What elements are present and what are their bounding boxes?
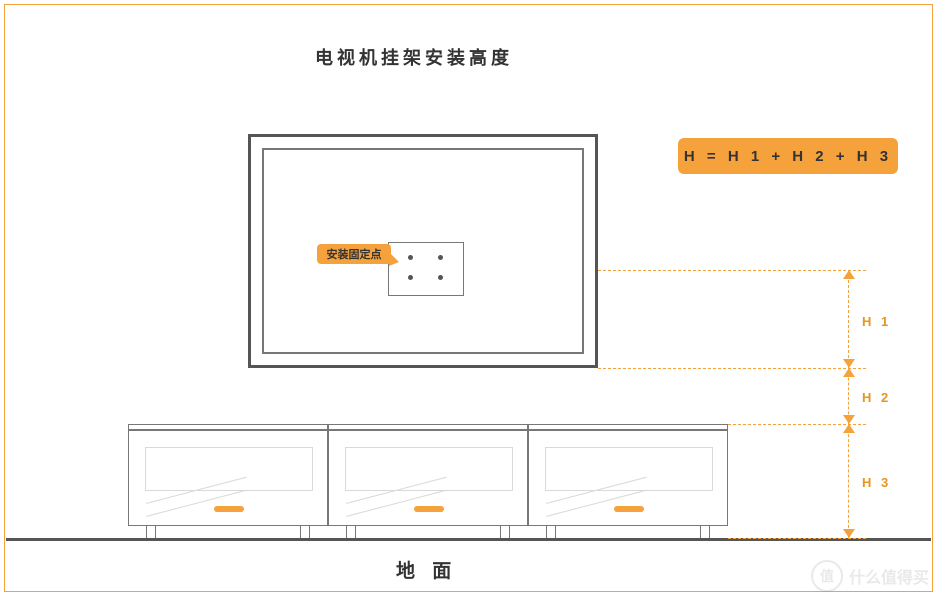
mount-dot [438,275,443,280]
mount-callout-tail [389,252,399,266]
watermark-text: 什么值得买 [849,564,929,588]
glass-diag-line [346,477,447,504]
formula-badge: H = H 1 + H 2 + H 3 [678,138,898,174]
dim-arrow-up-icon [843,424,855,433]
mount-callout-text: 安装固定点 [327,246,382,262]
cabinet-glass [345,447,513,491]
dim-label: H 2 [862,390,891,405]
dim-arrow-down-icon [843,415,855,424]
tv-cabinet [128,424,728,536]
dim-segment [848,270,849,368]
cabinet-glass [145,447,313,491]
glass-diag-line [546,477,647,504]
mount-plate [388,242,464,296]
mount-dot [438,255,443,260]
dim-arrow-up-icon [843,368,855,377]
ground-label: 地 面 [396,556,457,583]
cabinet-leg [500,525,510,539]
dim-segment [848,368,849,424]
mount-callout: 安装固定点 [317,244,391,264]
cabinet-leg [146,525,156,539]
glass-diag-line [146,477,247,504]
dim-arrow-down-icon [843,529,855,538]
dim-arrow-down-icon [843,359,855,368]
mount-dot [408,255,413,260]
dim-label: H 1 [862,314,891,329]
cabinet-leg [300,525,310,539]
dim-dash-line [598,270,866,271]
formula-text: H = H 1 + H 2 + H 3 [684,148,892,165]
cabinet-handle [214,506,244,512]
glass-diag-line [546,490,647,517]
dim-arrow-up-icon [843,270,855,279]
watermark-badge-icon: 值 [811,560,843,592]
cabinet-glass [545,447,713,491]
watermark: 值 什么值得买 [811,560,929,592]
mount-dot [408,275,413,280]
dim-dash-line [728,538,866,539]
glass-diag-line [146,490,247,517]
cabinet-leg [700,525,710,539]
cabinet-unit [528,430,728,526]
cabinet-handle [614,506,644,512]
diagram-title: 电视机挂架安装高度 [315,44,513,70]
cabinet-unit [328,430,528,526]
cabinet-handle [414,506,444,512]
dim-dash-line [598,368,866,369]
cabinet-leg [346,525,356,539]
cabinet-leg [546,525,556,539]
glass-diag-line [346,490,447,517]
dim-label: H 3 [862,475,891,490]
dim-segment [848,424,849,538]
cabinet-unit [128,430,328,526]
